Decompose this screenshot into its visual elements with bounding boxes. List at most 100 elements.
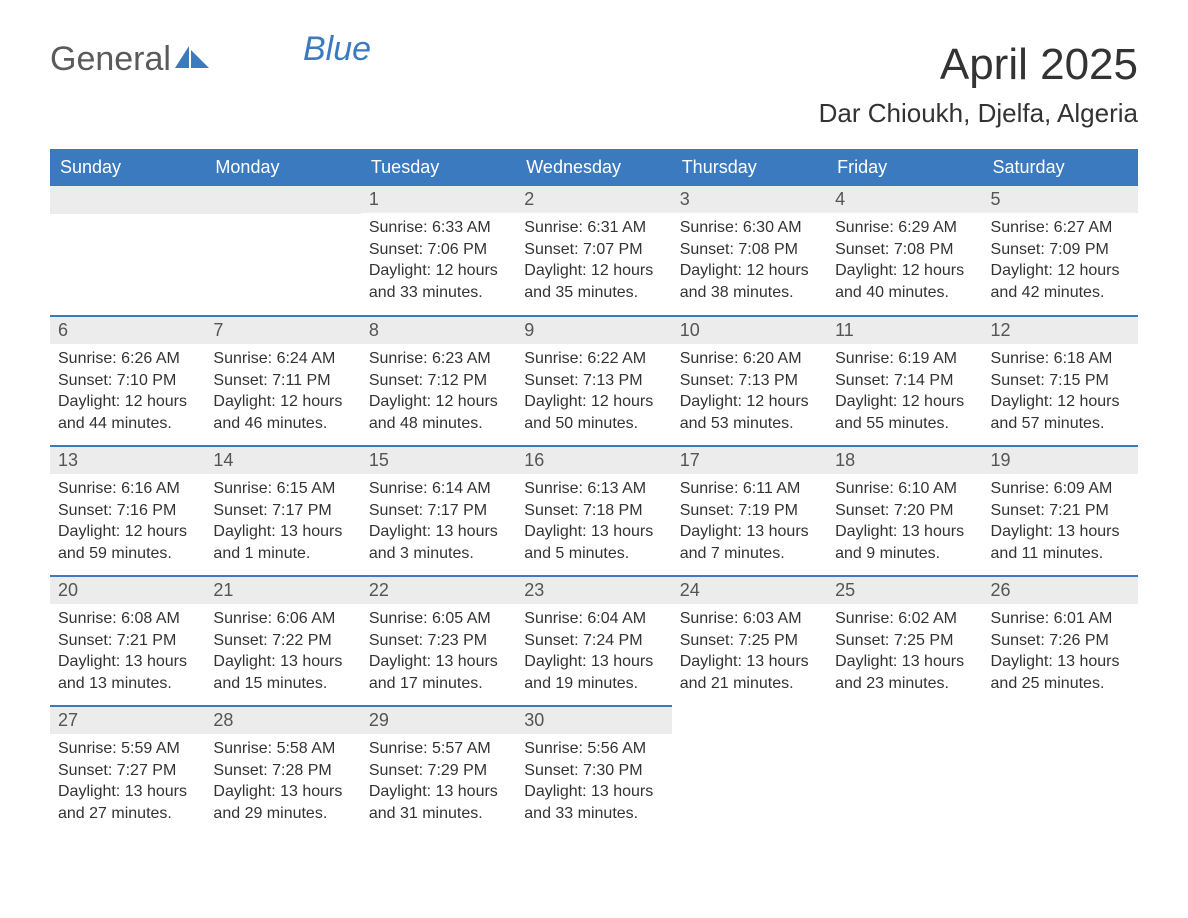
- sunrise-text: Sunrise: 5:58 AM: [213, 738, 352, 760]
- calendar-day-cell: [827, 706, 982, 836]
- day-content: Sunrise: 6:15 AMSunset: 7:17 PMDaylight:…: [205, 474, 360, 572]
- daylight-text: Daylight: 12 hours and 46 minutes.: [213, 391, 352, 434]
- daylight-text: Daylight: 13 hours and 33 minutes.: [524, 781, 663, 824]
- sunset-text: Sunset: 7:16 PM: [58, 500, 197, 522]
- calendar-day-cell: 13Sunrise: 6:16 AMSunset: 7:16 PMDayligh…: [50, 446, 205, 576]
- sunrise-text: Sunrise: 6:06 AM: [213, 608, 352, 630]
- sunset-text: Sunset: 7:24 PM: [524, 630, 663, 652]
- logo: General Blue: [50, 40, 371, 79]
- daylight-text: Daylight: 12 hours and 38 minutes.: [680, 260, 819, 303]
- sunrise-text: Sunrise: 6:01 AM: [991, 608, 1130, 630]
- sunset-text: Sunset: 7:10 PM: [58, 370, 197, 392]
- calendar-day-cell: [983, 706, 1138, 836]
- day-content: Sunrise: 6:06 AMSunset: 7:22 PMDaylight:…: [205, 604, 360, 702]
- daylight-text: Daylight: 12 hours and 53 minutes.: [680, 391, 819, 434]
- day-number: 21: [205, 577, 360, 604]
- day-number: 8: [361, 317, 516, 344]
- day-number: 3: [672, 186, 827, 213]
- daylight-text: Daylight: 12 hours and 57 minutes.: [991, 391, 1130, 434]
- day-number: 29: [361, 707, 516, 734]
- sunset-text: Sunset: 7:21 PM: [991, 500, 1130, 522]
- calendar-day-cell: 15Sunrise: 6:14 AMSunset: 7:17 PMDayligh…: [361, 446, 516, 576]
- sunrise-text: Sunrise: 5:56 AM: [524, 738, 663, 760]
- day-number: 26: [983, 577, 1138, 604]
- day-content: Sunrise: 6:08 AMSunset: 7:21 PMDaylight:…: [50, 604, 205, 702]
- calendar-day-cell: 14Sunrise: 6:15 AMSunset: 7:17 PMDayligh…: [205, 446, 360, 576]
- day-content: Sunrise: 6:02 AMSunset: 7:25 PMDaylight:…: [827, 604, 982, 702]
- sunrise-text: Sunrise: 6:29 AM: [835, 217, 974, 239]
- calendar-day-cell: 9Sunrise: 6:22 AMSunset: 7:13 PMDaylight…: [516, 316, 671, 446]
- daylight-text: Daylight: 12 hours and 40 minutes.: [835, 260, 974, 303]
- day-content: Sunrise: 6:10 AMSunset: 7:20 PMDaylight:…: [827, 474, 982, 572]
- calendar-day-cell: 5Sunrise: 6:27 AMSunset: 7:09 PMDaylight…: [983, 186, 1138, 316]
- daylight-text: Daylight: 13 hours and 9 minutes.: [835, 521, 974, 564]
- calendar-body: 1Sunrise: 6:33 AMSunset: 7:06 PMDaylight…: [50, 186, 1138, 836]
- day-number: 25: [827, 577, 982, 604]
- day-content: Sunrise: 5:57 AMSunset: 7:29 PMDaylight:…: [361, 734, 516, 832]
- daylight-text: Daylight: 12 hours and 50 minutes.: [524, 391, 663, 434]
- sunrise-text: Sunrise: 6:04 AM: [524, 608, 663, 630]
- sunrise-text: Sunrise: 6:13 AM: [524, 478, 663, 500]
- sunset-text: Sunset: 7:26 PM: [991, 630, 1130, 652]
- location-text: Dar Chioukh, Djelfa, Algeria: [819, 98, 1138, 129]
- day-number: 24: [672, 577, 827, 604]
- day-number: 13: [50, 447, 205, 474]
- day-number: 15: [361, 447, 516, 474]
- calendar-day-cell: [672, 706, 827, 836]
- sunrise-text: Sunrise: 6:30 AM: [680, 217, 819, 239]
- day-number: 6: [50, 317, 205, 344]
- daylight-text: Daylight: 13 hours and 7 minutes.: [680, 521, 819, 564]
- daylight-text: Daylight: 12 hours and 48 minutes.: [369, 391, 508, 434]
- daylight-text: Daylight: 13 hours and 5 minutes.: [524, 521, 663, 564]
- daylight-text: Daylight: 13 hours and 17 minutes.: [369, 651, 508, 694]
- day-content: Sunrise: 5:59 AMSunset: 7:27 PMDaylight:…: [50, 734, 205, 832]
- daylight-text: Daylight: 13 hours and 27 minutes.: [58, 781, 197, 824]
- day-content: Sunrise: 6:09 AMSunset: 7:21 PMDaylight:…: [983, 474, 1138, 572]
- sunset-text: Sunset: 7:25 PM: [680, 630, 819, 652]
- day-content: Sunrise: 6:33 AMSunset: 7:06 PMDaylight:…: [361, 213, 516, 311]
- day-number: 10: [672, 317, 827, 344]
- calendar-header-row: SundayMondayTuesdayWednesdayThursdayFrid…: [50, 149, 1138, 186]
- calendar-day-cell: 4Sunrise: 6:29 AMSunset: 7:08 PMDaylight…: [827, 186, 982, 316]
- sunrise-text: Sunrise: 6:33 AM: [369, 217, 508, 239]
- calendar-day-cell: 2Sunrise: 6:31 AMSunset: 7:07 PMDaylight…: [516, 186, 671, 316]
- day-content: Sunrise: 6:24 AMSunset: 7:11 PMDaylight:…: [205, 344, 360, 442]
- sunrise-text: Sunrise: 5:57 AM: [369, 738, 508, 760]
- calendar-week-row: 20Sunrise: 6:08 AMSunset: 7:21 PMDayligh…: [50, 576, 1138, 706]
- calendar-day-cell: 28Sunrise: 5:58 AMSunset: 7:28 PMDayligh…: [205, 706, 360, 836]
- calendar-day-cell: [205, 186, 360, 316]
- sunset-text: Sunset: 7:20 PM: [835, 500, 974, 522]
- weekday-header: Saturday: [983, 149, 1138, 186]
- day-number: 30: [516, 707, 671, 734]
- sunrise-text: Sunrise: 5:59 AM: [58, 738, 197, 760]
- calendar-day-cell: 17Sunrise: 6:11 AMSunset: 7:19 PMDayligh…: [672, 446, 827, 576]
- calendar-day-cell: 22Sunrise: 6:05 AMSunset: 7:23 PMDayligh…: [361, 576, 516, 706]
- day-content: Sunrise: 6:18 AMSunset: 7:15 PMDaylight:…: [983, 344, 1138, 442]
- empty-day-bar: [50, 186, 205, 214]
- daylight-text: Daylight: 12 hours and 44 minutes.: [58, 391, 197, 434]
- weekday-header: Wednesday: [516, 149, 671, 186]
- day-number: 12: [983, 317, 1138, 344]
- day-number: 22: [361, 577, 516, 604]
- day-content: Sunrise: 6:31 AMSunset: 7:07 PMDaylight:…: [516, 213, 671, 311]
- month-title: April 2025: [819, 40, 1138, 90]
- day-content: Sunrise: 5:56 AMSunset: 7:30 PMDaylight:…: [516, 734, 671, 832]
- sunset-text: Sunset: 7:08 PM: [680, 239, 819, 261]
- calendar-week-row: 1Sunrise: 6:33 AMSunset: 7:06 PMDaylight…: [50, 186, 1138, 316]
- sunset-text: Sunset: 7:25 PM: [835, 630, 974, 652]
- daylight-text: Daylight: 13 hours and 31 minutes.: [369, 781, 508, 824]
- day-number: 11: [827, 317, 982, 344]
- calendar-day-cell: 26Sunrise: 6:01 AMSunset: 7:26 PMDayligh…: [983, 576, 1138, 706]
- calendar-day-cell: 30Sunrise: 5:56 AMSunset: 7:30 PMDayligh…: [516, 706, 671, 836]
- day-number: 17: [672, 447, 827, 474]
- day-content: Sunrise: 6:29 AMSunset: 7:08 PMDaylight:…: [827, 213, 982, 311]
- calendar-day-cell: [50, 186, 205, 316]
- calendar-day-cell: 16Sunrise: 6:13 AMSunset: 7:18 PMDayligh…: [516, 446, 671, 576]
- calendar-day-cell: 20Sunrise: 6:08 AMSunset: 7:21 PMDayligh…: [50, 576, 205, 706]
- day-number: 2: [516, 186, 671, 213]
- calendar-day-cell: 12Sunrise: 6:18 AMSunset: 7:15 PMDayligh…: [983, 316, 1138, 446]
- sunset-text: Sunset: 7:23 PM: [369, 630, 508, 652]
- day-number: 27: [50, 707, 205, 734]
- day-content: Sunrise: 6:01 AMSunset: 7:26 PMDaylight:…: [983, 604, 1138, 702]
- logo-sail-icon: [175, 40, 211, 79]
